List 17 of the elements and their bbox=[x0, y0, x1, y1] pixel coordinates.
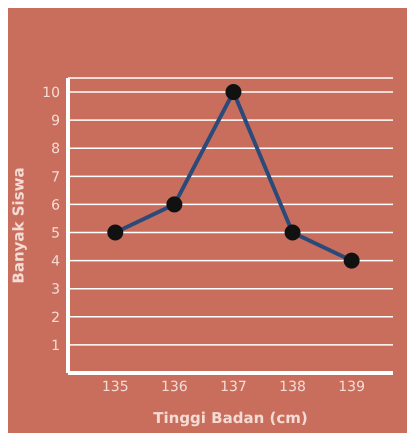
x-tick-label: 139 bbox=[338, 378, 366, 395]
y-tick-label: 4 bbox=[51, 254, 60, 270]
x-tick-label: 135 bbox=[102, 378, 129, 395]
y-tick-label: 5 bbox=[51, 225, 60, 242]
x-tick-label: 137 bbox=[220, 378, 247, 395]
y-tick-label: 10 bbox=[42, 85, 60, 102]
y-tick-label: 2 bbox=[51, 310, 60, 326]
y-tick-label: 3 bbox=[51, 282, 60, 298]
x-axis-title: Tinggi Badan (cm) bbox=[153, 409, 308, 427]
y-tick-label: 9 bbox=[51, 113, 60, 130]
y-tick-label: 7 bbox=[51, 169, 60, 186]
y-tick-label: 6 bbox=[51, 197, 60, 214]
y-tick-label: 1 bbox=[51, 338, 60, 354]
x-tick-label: 136 bbox=[160, 378, 188, 395]
y-tick-label: 8 bbox=[51, 141, 60, 158]
y-axis-title: Banyak Siswa bbox=[9, 167, 28, 284]
x-tick-label: 138 bbox=[279, 378, 306, 395]
